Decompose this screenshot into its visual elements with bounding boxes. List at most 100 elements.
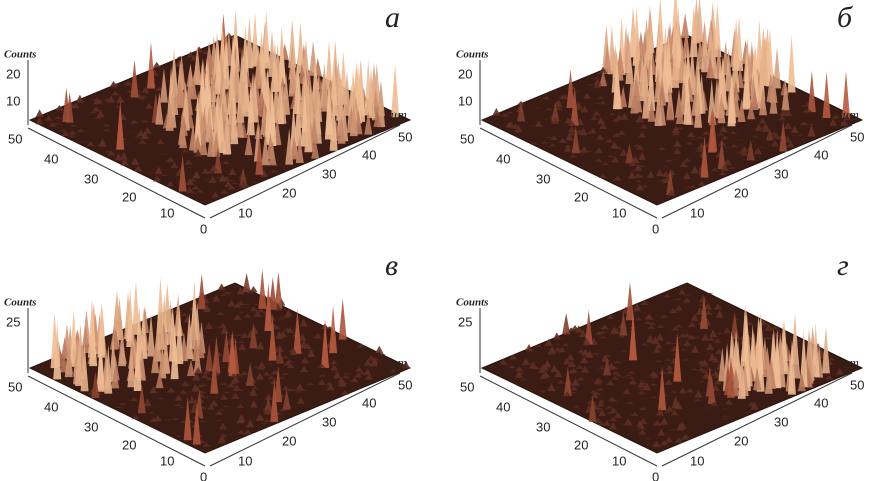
spike [219, 433, 228, 436]
spike [163, 419, 172, 421]
spike [633, 172, 642, 178]
z-tick-label: 25 [6, 314, 20, 329]
spike [220, 189, 229, 194]
spike [192, 170, 201, 179]
spike [257, 308, 266, 313]
spike [611, 370, 620, 375]
spike [831, 114, 840, 119]
spike [702, 371, 711, 379]
spike [545, 136, 554, 138]
spike [175, 79, 184, 108]
spike [842, 71, 851, 118]
spike [679, 435, 688, 440]
spike [687, 131, 696, 138]
spike [506, 111, 515, 114]
spike [779, 120, 788, 152]
spike [203, 396, 212, 398]
spike [694, 147, 703, 149]
spike [575, 364, 584, 369]
spike [134, 165, 143, 172]
spike [737, 139, 746, 141]
spike [607, 362, 616, 370]
spike [786, 141, 795, 148]
spike [227, 299, 236, 307]
spike [298, 62, 307, 84]
spike [221, 160, 230, 164]
spike [638, 131, 647, 138]
spike [269, 169, 278, 173]
spike [701, 25, 710, 73]
spike [68, 134, 77, 138]
spike [671, 326, 680, 331]
spike [96, 109, 105, 118]
spike [726, 356, 735, 398]
spike [296, 21, 305, 74]
spike [499, 358, 508, 365]
spike [213, 147, 222, 174]
spike [717, 92, 726, 124]
left-tick-label: 40 [44, 151, 58, 166]
spike [596, 400, 605, 407]
spike [628, 430, 637, 431]
axis-unit: µm [390, 107, 407, 122]
spike [796, 133, 805, 136]
spike [317, 363, 326, 368]
spike [218, 422, 227, 430]
spike [519, 378, 528, 381]
spike [714, 348, 723, 354]
spike [640, 342, 649, 346]
spike [81, 325, 90, 354]
spike [596, 134, 605, 140]
spike [548, 143, 557, 147]
right-tick-label: 20 [734, 185, 748, 200]
axis [27, 127, 206, 219]
spike [263, 419, 272, 423]
spike [506, 121, 515, 128]
spike [130, 396, 139, 401]
spike [685, 387, 694, 393]
spike [683, 158, 692, 162]
spike [825, 374, 834, 380]
spike [797, 372, 806, 392]
spike [582, 337, 591, 346]
spike [674, 324, 683, 328]
spike [602, 115, 611, 117]
spike [701, 130, 710, 135]
spike [697, 180, 706, 186]
spike [534, 107, 543, 109]
spike [554, 369, 563, 377]
spike [627, 171, 636, 179]
spike [201, 50, 210, 54]
spike [642, 382, 651, 391]
left-tick-label: 30 [536, 419, 550, 434]
spike [628, 376, 637, 379]
right-tick-label: 50 [398, 377, 412, 392]
spike [274, 271, 283, 309]
spike [75, 94, 84, 103]
left-tick-label: 50 [460, 131, 474, 146]
spike [264, 90, 273, 145]
spike [514, 370, 523, 378]
spike [202, 304, 211, 313]
spike [68, 124, 77, 127]
spike [547, 383, 556, 391]
spike [397, 364, 406, 367]
spike [667, 189, 676, 196]
spike [255, 413, 264, 421]
spike [219, 323, 228, 329]
left-tick-label: 40 [44, 399, 58, 414]
spike [215, 410, 224, 415]
spike [717, 139, 726, 170]
spike [192, 373, 201, 381]
spike [294, 390, 303, 393]
right-tick-label: 30 [774, 414, 788, 429]
spike [675, 104, 684, 124]
spike [270, 369, 279, 375]
spike [367, 68, 376, 119]
spike [567, 120, 576, 126]
spike [595, 72, 604, 75]
spike [679, 340, 688, 342]
spike [243, 429, 252, 435]
left-tick-label: 10 [612, 453, 626, 468]
spike [373, 109, 382, 127]
